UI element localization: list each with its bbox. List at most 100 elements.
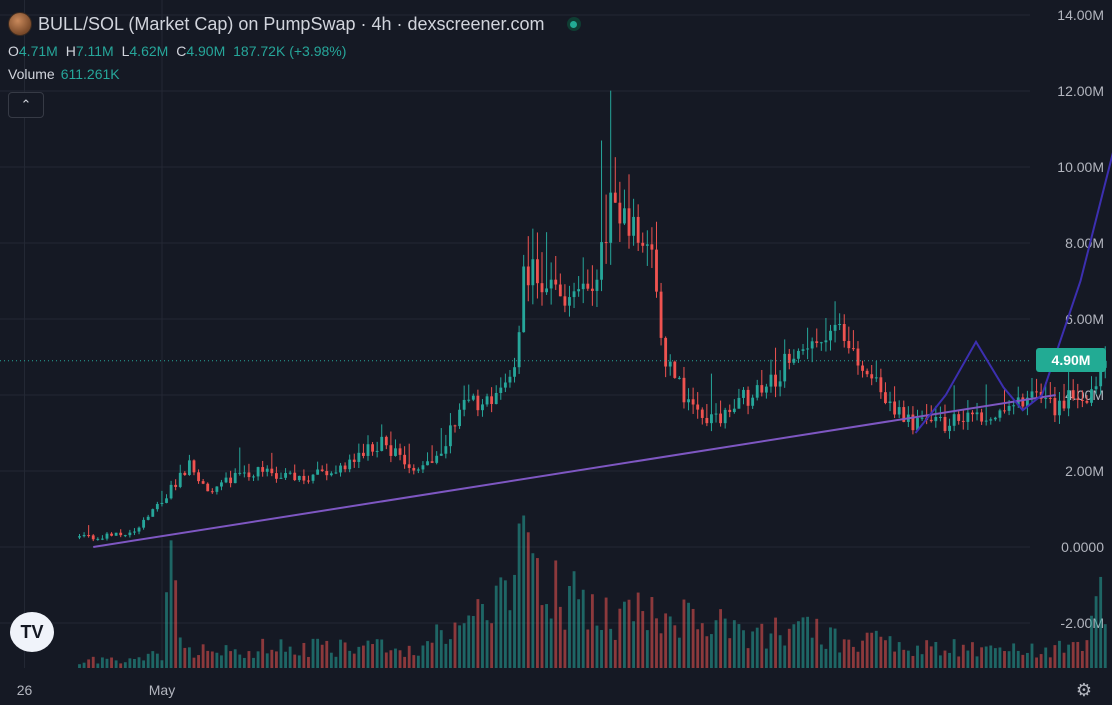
- volume-bar: [911, 655, 915, 668]
- candle-body: [137, 527, 141, 532]
- candle-body: [329, 473, 333, 476]
- candle-body: [1053, 398, 1057, 416]
- candle-body: [325, 470, 329, 476]
- candle-body: [829, 330, 832, 341]
- volume-bar: [815, 618, 819, 668]
- candle-body: [623, 208, 626, 224]
- volume-bar: [247, 651, 251, 668]
- volume-bar: [806, 616, 810, 668]
- volume-bar: [980, 647, 984, 668]
- candle-body: [590, 288, 594, 291]
- candle-body: [439, 453, 443, 456]
- volume-bar: [334, 656, 338, 668]
- candle-body: [371, 444, 374, 452]
- candle-body: [100, 538, 104, 540]
- candle-body: [783, 353, 787, 382]
- high-value: 7.11M: [75, 43, 114, 59]
- candle-body: [265, 468, 269, 472]
- volume-bar: [293, 654, 297, 668]
- candle-body: [499, 387, 503, 393]
- candle-body: [526, 266, 530, 286]
- volume-bar: [343, 642, 347, 668]
- candle-body: [151, 509, 155, 517]
- volume-value: 611.261K: [60, 66, 120, 82]
- volume-bar: [485, 620, 489, 668]
- volume-bar: [810, 637, 814, 668]
- candle-body: [797, 350, 800, 359]
- volume-bar: [870, 632, 874, 668]
- candle-body: [87, 535, 91, 537]
- candle-body: [513, 367, 516, 377]
- candle-body: [934, 417, 938, 422]
- ohlc-row: O4.71M H7.11M L4.62M C4.90M 187.72K (+3.…: [8, 40, 581, 62]
- volume-bar: [645, 630, 649, 668]
- y-tick-label: 6.00M: [1065, 311, 1104, 327]
- volume-bar: [916, 645, 919, 668]
- volume-bar: [146, 653, 150, 668]
- collapse-legend-button[interactable]: ⌃: [8, 92, 44, 118]
- volume-bar: [879, 636, 883, 668]
- volume-bar: [975, 656, 979, 668]
- candle-body: [256, 467, 260, 477]
- volume-bar: [536, 558, 539, 668]
- settings-gear-icon[interactable]: ⚙: [1075, 680, 1093, 700]
- volume-bar: [590, 594, 594, 668]
- y-tick-label: 0.0000: [1061, 539, 1104, 555]
- candle-body: [274, 473, 278, 479]
- candle-body: [1012, 405, 1016, 407]
- candle-body: [247, 472, 251, 478]
- volume-bar: [210, 651, 214, 668]
- candle-body: [252, 476, 255, 478]
- candle-body: [838, 324, 842, 326]
- candle-body: [600, 242, 603, 280]
- volume-bar: [348, 650, 352, 668]
- volume-bar: [632, 621, 636, 668]
- tradingview-logo[interactable]: TV: [10, 612, 54, 652]
- volume-bar: [572, 571, 576, 668]
- volume-bar: [934, 641, 938, 668]
- candle-body: [1062, 400, 1066, 409]
- candle-body: [293, 472, 297, 481]
- candle-body: [810, 341, 814, 349]
- candle-body: [760, 385, 764, 393]
- candle-body: [481, 404, 484, 411]
- candle-body: [187, 460, 191, 475]
- candle-body: [155, 504, 159, 510]
- volume-bar: [178, 637, 182, 668]
- volume-bar: [723, 618, 727, 668]
- volume-bar: [119, 663, 123, 668]
- volume-bar: [526, 532, 530, 668]
- volume-bar: [728, 638, 732, 668]
- volume-bar: [952, 639, 956, 668]
- volume-bar: [797, 621, 800, 668]
- candle-body: [394, 448, 397, 456]
- volume-bar: [920, 654, 924, 668]
- candle-body: [407, 464, 411, 468]
- volume-bar: [307, 656, 310, 668]
- volume-bar: [691, 608, 695, 668]
- chevron-up-icon: ⌃: [20, 97, 32, 112]
- candle-body: [192, 460, 196, 473]
- candle-body: [902, 407, 906, 422]
- candle-body: [723, 409, 727, 424]
- volume-bar: [494, 585, 498, 668]
- candle-body: [343, 465, 347, 470]
- candle-body: [467, 399, 471, 401]
- volume-bar: [352, 653, 356, 668]
- candle-body: [1071, 390, 1075, 399]
- volume-bar: [1067, 644, 1071, 668]
- volume-bar: [316, 638, 320, 668]
- candle-body: [233, 472, 237, 484]
- candle-body: [558, 284, 562, 297]
- volume-bar: [884, 640, 887, 668]
- volume-bar: [288, 646, 292, 668]
- x-tick-label: 26: [17, 682, 33, 698]
- volume-bar: [842, 639, 846, 668]
- candle-body: [806, 348, 810, 350]
- candle-body: [870, 374, 874, 379]
- candle-body: [238, 472, 242, 474]
- candle-body: [1067, 390, 1071, 409]
- candle-body: [380, 436, 384, 451]
- volume-bar: [220, 655, 223, 668]
